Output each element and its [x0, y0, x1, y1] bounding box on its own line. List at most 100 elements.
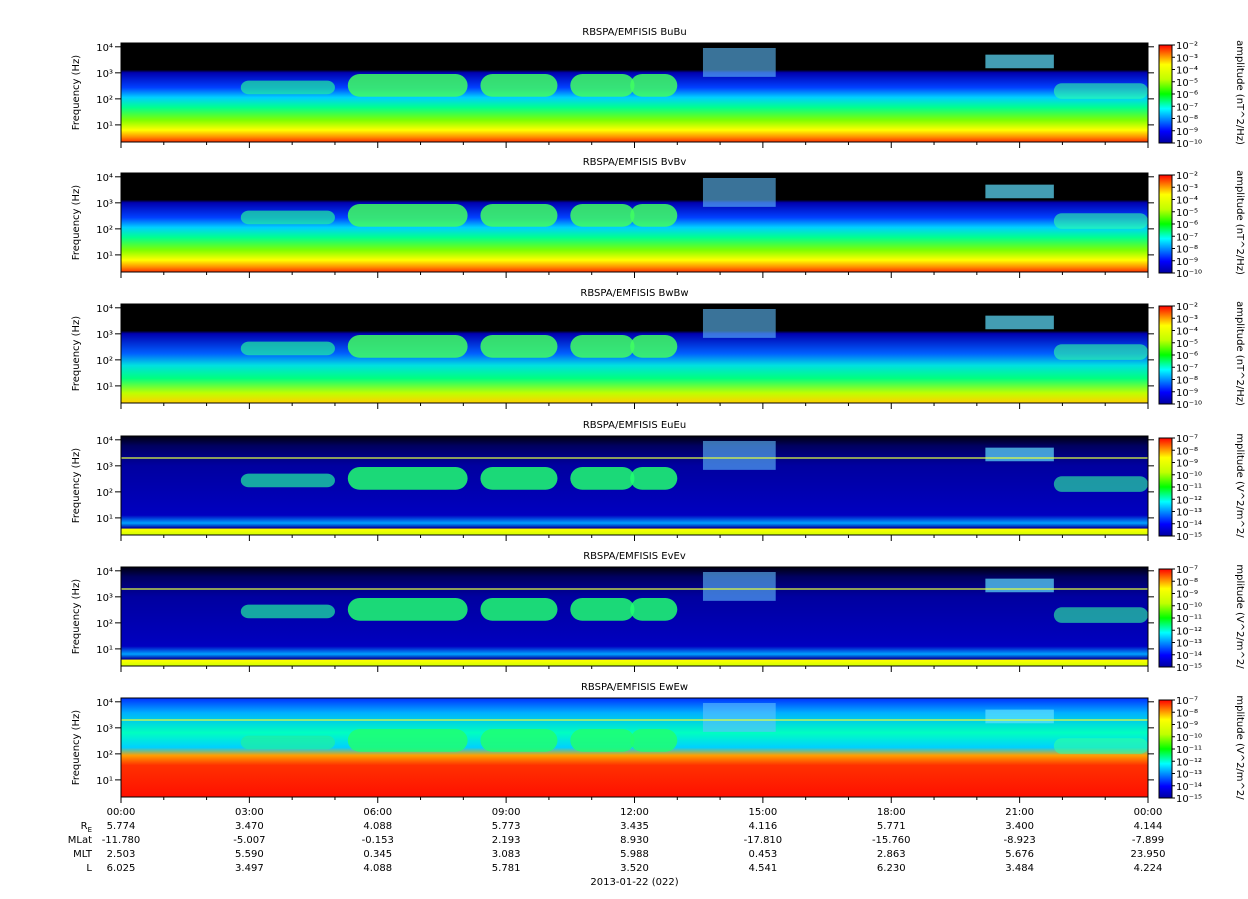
x-axis-label: 2013-01-22 (022) — [590, 877, 678, 888]
ephemeris-value: -7.899 — [1132, 835, 1164, 846]
x-tick-label: 00:00 — [107, 807, 136, 818]
wave-emission — [347, 74, 468, 97]
y-tick-label: 10² — [96, 95, 113, 106]
colorbar-tick-label: 10⁻³ — [1176, 183, 1198, 194]
wave-emission — [1053, 344, 1148, 360]
wave-emission — [1053, 83, 1148, 99]
wave-emission — [630, 729, 678, 752]
colorbar — [1158, 568, 1173, 668]
panel: RBSPA/EMFISIS BwBw Frequency (Hz) 10¹ 10² 10… — [71, 288, 1245, 411]
ephemeris-value: 3.520 — [620, 863, 649, 874]
wave-emission — [985, 184, 1054, 199]
wave-emission — [480, 729, 558, 752]
ephemeris-value: 6.230 — [877, 863, 906, 874]
y-tick-label: 10² — [96, 225, 113, 236]
x-tick-label: 06:00 — [363, 807, 392, 818]
y-tick-label: 10² — [96, 750, 113, 761]
wave-emission — [702, 177, 776, 207]
wave-emission — [480, 204, 558, 227]
panel-title: RBSPA/EMFISIS EwEw — [581, 682, 688, 693]
ephemeris-label: MLat — [68, 835, 92, 846]
colorbar-tick-label: 10⁻⁸ — [1176, 708, 1198, 719]
colorbar-tick-label: 10⁻¹¹ — [1176, 614, 1202, 625]
panel: RBSPA/EMFISIS BuBu Frequency (Hz) 10¹ 10² 10… — [71, 27, 1245, 150]
colorbar-tick-label: 10⁻⁷ — [1176, 565, 1198, 576]
wave-emission — [630, 335, 678, 358]
ephemeris-value: -5.007 — [233, 835, 265, 846]
colorbar-tick-label: 10⁻¹⁰ — [1176, 471, 1202, 482]
panel-title: RBSPA/EMFISIS BvBv — [583, 157, 687, 168]
colorbar-tick-label: 10⁻⁵ — [1176, 339, 1198, 350]
wave-emission — [240, 80, 335, 95]
ephemeris-label: L — [86, 863, 92, 874]
ephemeris-value: 3.083 — [492, 849, 521, 860]
colorbar-tick-label: 10⁻¹³ — [1176, 508, 1202, 519]
colorbar-tick-label: 10⁻¹² — [1176, 757, 1202, 768]
wave-emission — [630, 74, 678, 97]
colorbar-tick-label: 10⁻¹¹ — [1176, 745, 1202, 756]
wave-emission — [347, 335, 468, 358]
panel: RBSPA/EMFISIS EuEu Frequency (Hz) 10¹ 10² 10… — [71, 420, 1245, 543]
colorbar-tick-label: 10⁻⁸ — [1176, 115, 1198, 126]
panel-title: RBSPA/EMFISIS EuEu — [583, 420, 686, 431]
ephemeris-value: 4.144 — [1134, 821, 1163, 832]
wave-emission — [1053, 738, 1148, 754]
ephemeris-value: 4.541 — [749, 863, 778, 874]
wave-emission — [570, 598, 635, 621]
colorbar-tick-label: 10⁻⁸ — [1176, 376, 1198, 387]
colorbar-tick-label: 10⁻² — [1176, 302, 1198, 313]
colorbar-label: amplitude (nT^2/Hz) — [1234, 301, 1245, 406]
ephemeris-value: 4.088 — [363, 821, 392, 832]
wave-emission — [347, 204, 468, 227]
ephemeris-value: 2.193 — [492, 835, 521, 846]
ephemeris-value: 23.950 — [1131, 849, 1166, 860]
colorbar-tick-label: 10⁻⁴ — [1176, 327, 1198, 338]
ephemeris-value: 0.345 — [363, 849, 392, 860]
colorbar-tick-label: 10⁻¹⁰ — [1176, 602, 1202, 613]
wave-emission — [985, 709, 1054, 724]
y-tick-label: 10³ — [96, 724, 113, 735]
colorbar-tick-label: 10⁻¹¹ — [1176, 483, 1202, 494]
colorbar-tick-label: 10⁻² — [1176, 171, 1198, 182]
y-axis-label: Frequency (Hz) — [71, 55, 82, 131]
x-tick-label: 12:00 — [620, 807, 649, 818]
wave-emission — [985, 578, 1054, 593]
wave-emission — [347, 598, 468, 621]
wave-emission — [702, 308, 776, 338]
wave-emission — [570, 204, 635, 227]
y-axis-label: Frequency (Hz) — [71, 710, 82, 786]
wave-emission — [630, 598, 678, 621]
colorbar — [1158, 44, 1173, 144]
y-tick-label: 10⁴ — [96, 304, 113, 315]
wave-emission — [630, 204, 678, 227]
wave-emission — [570, 467, 635, 490]
y-tick-label: 10⁴ — [96, 43, 113, 54]
ephemeris-value: -8.923 — [1004, 835, 1036, 846]
ephemeris-value: 5.988 — [620, 849, 649, 860]
wave-emission — [480, 467, 558, 490]
ephemeris-value: 2.503 — [107, 849, 136, 860]
y-axis-label: Frequency (Hz) — [71, 185, 82, 261]
colorbar-tick-label: 10⁻¹⁰ — [1176, 269, 1202, 280]
colorbar-tick-label: 10⁻⁷ — [1176, 434, 1198, 445]
wave-emission — [240, 473, 335, 488]
ephemeris-label-text: MLat — [68, 835, 92, 846]
x-tick-label: 18:00 — [877, 807, 906, 818]
y-axis-label: Frequency (Hz) — [71, 316, 82, 392]
colorbar-tick-label: 10⁻⁸ — [1176, 446, 1198, 457]
colorbar-tick-label: 10⁻⁶ — [1176, 90, 1198, 101]
colorbar — [1158, 699, 1173, 799]
colorbar-tick-label: 10⁻¹⁵ — [1176, 532, 1202, 543]
ephemeris-value: -0.153 — [362, 835, 394, 846]
panel-title: RBSPA/EMFISIS EvEv — [583, 551, 686, 562]
wave-emission — [480, 74, 558, 97]
colorbar-tick-label: 10⁻¹⁰ — [1176, 400, 1202, 411]
ephemeris-label-text: R — [81, 821, 88, 832]
ephemeris-value: 5.773 — [492, 821, 521, 832]
colorbar-tick-label: 10⁻¹⁴ — [1176, 782, 1202, 793]
wave-emission — [240, 604, 335, 619]
colorbar-tick-label: 10⁻¹³ — [1176, 770, 1202, 781]
wave-emission — [347, 729, 468, 752]
x-tick-label: 21:00 — [1005, 807, 1034, 818]
ephemeris-value: 3.484 — [1005, 863, 1034, 874]
